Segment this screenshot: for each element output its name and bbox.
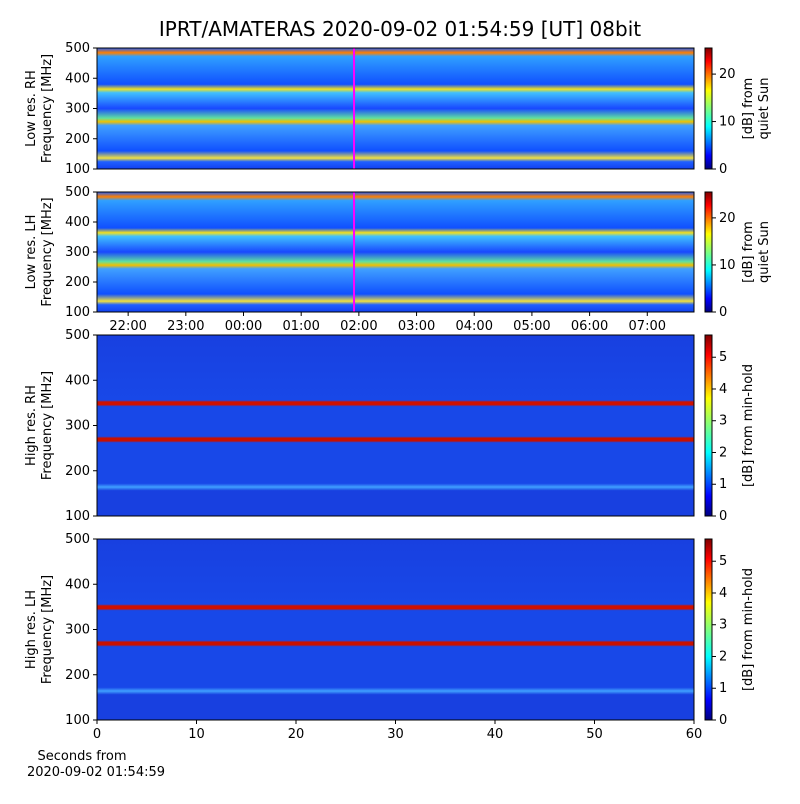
y-axis-label: Low res. RH [24, 70, 39, 147]
y-tick-label: 400 [65, 373, 90, 388]
colorbar-tick-label: 2 [719, 649, 727, 664]
x-tick-label: 02:00 [340, 319, 377, 334]
colorbar [704, 47, 713, 170]
colorbar-tick-label: 20 [719, 211, 736, 226]
y-axis-label: Frequency [MHz] [40, 371, 55, 480]
y-axis-label: High res. LH [24, 590, 39, 669]
y-tick-label: 400 [65, 577, 90, 592]
y-tick-label: 200 [65, 464, 90, 479]
colorbar [704, 334, 713, 517]
x-tick-label: 40 [487, 727, 504, 742]
colorbar-tick-label: 1 [719, 681, 727, 696]
y-tick-label: 300 [65, 623, 90, 638]
y-tick-label: 200 [65, 275, 90, 290]
colorbar-label: quiet Sun [757, 77, 772, 139]
y-axis-label: Low res. LH [24, 215, 39, 290]
y-tick-label: 500 [65, 532, 90, 547]
y-tick-label: 500 [65, 328, 90, 343]
colorbar [704, 538, 713, 721]
colorbar-tick-label: 4 [719, 382, 727, 397]
y-tick-label: 300 [65, 102, 90, 117]
colorbar-tick-label: 20 [719, 67, 736, 82]
y-tick-label: 100 [65, 162, 90, 177]
x-axis-label: 2020-09-02 01:54:59 [27, 765, 165, 780]
colorbar-label: [dB] from [741, 221, 756, 283]
colorbar-tick-label: 1 [719, 477, 727, 492]
spectrogram-image [97, 48, 694, 169]
x-tick-label: 23:00 [167, 319, 204, 334]
colorbar-tick-label: 10 [719, 258, 736, 273]
x-tick-label: 01:00 [282, 319, 319, 334]
y-axis-label: Frequency [MHz] [40, 197, 55, 306]
y-tick-label: 100 [65, 713, 90, 728]
y-tick-label: 200 [65, 132, 90, 147]
x-tick-label: 10 [188, 727, 205, 742]
x-axis-label: Seconds from [37, 749, 126, 764]
y-tick-label: 200 [65, 668, 90, 683]
x-tick-label: 20 [288, 727, 305, 742]
y-tick-label: 300 [65, 245, 90, 260]
colorbar-tick-label: 2 [719, 445, 727, 460]
colorbar-tick-label: 10 [719, 115, 736, 130]
colorbar-tick-label: 0 [719, 509, 727, 524]
y-tick-label: 500 [65, 185, 90, 200]
spectrogram-image [97, 539, 694, 720]
spectrogram-image [97, 192, 694, 312]
y-tick-label: 500 [65, 41, 90, 56]
y-axis-label: Frequency [MHz] [40, 54, 55, 163]
y-tick-label: 300 [65, 419, 90, 434]
spectrogram-image [97, 335, 694, 516]
y-tick-label: 400 [65, 215, 90, 230]
colorbar-tick-label: 4 [719, 586, 727, 601]
colorbar-tick-label: 0 [719, 305, 727, 320]
y-tick-label: 100 [65, 305, 90, 320]
colorbar-tick-label: 0 [719, 713, 727, 728]
x-tick-label: 07:00 [629, 319, 666, 334]
colorbar-tick-label: 3 [719, 618, 727, 633]
colorbar [704, 191, 713, 313]
colorbar-label: [dB] from [741, 78, 756, 140]
y-tick-label: 400 [65, 71, 90, 86]
colorbar-tick-label: 0 [719, 162, 727, 177]
colorbar-tick-label: 5 [719, 350, 727, 365]
colorbar-label: [dB] from min-hold [741, 568, 756, 691]
y-axis-label: Frequency [MHz] [40, 575, 55, 684]
x-tick-label: 30 [387, 727, 404, 742]
x-tick-label: 03:00 [398, 319, 435, 334]
x-tick-label: 50 [586, 727, 603, 742]
colorbar-tick-label: 5 [719, 554, 727, 569]
colorbar-label: [dB] from min-hold [741, 364, 756, 487]
x-tick-label: 04:00 [456, 319, 493, 334]
x-tick-label: 60 [686, 727, 703, 742]
colorbar-tick-label: 3 [719, 414, 727, 429]
x-tick-label: 06:00 [571, 319, 608, 334]
x-tick-label: 0 [93, 727, 101, 742]
figure-title: IPRT/AMATERAS 2020-09-02 01:54:59 [UT] 0… [159, 17, 641, 41]
x-tick-label: 00:00 [225, 319, 262, 334]
y-tick-label: 100 [65, 509, 90, 524]
y-axis-label: High res. RH [24, 385, 39, 466]
x-tick-label: 22:00 [109, 319, 146, 334]
colorbar-label: quiet Sun [757, 221, 772, 283]
x-tick-label: 05:00 [513, 319, 550, 334]
